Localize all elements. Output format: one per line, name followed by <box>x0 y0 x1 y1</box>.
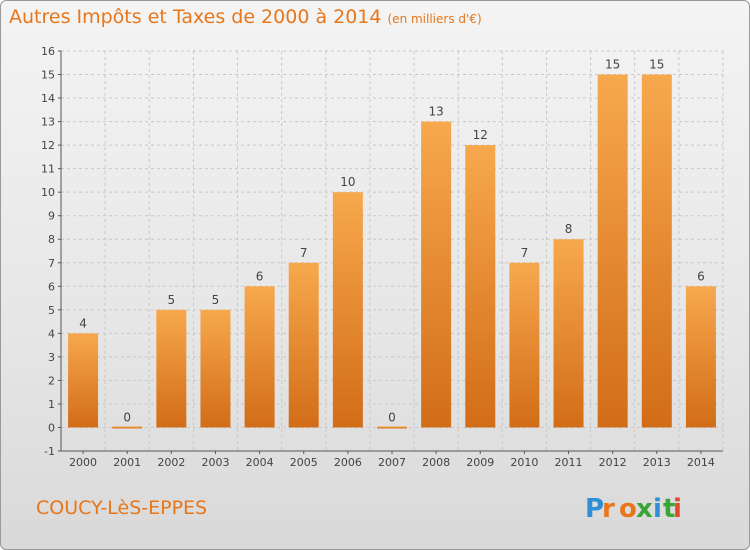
axes <box>58 50 723 454</box>
bar <box>332 192 363 428</box>
bar <box>244 286 275 428</box>
y-tick-label: 13 <box>41 116 55 129</box>
y-tick-label: 9 <box>48 210 55 223</box>
logo-letter: i <box>673 494 682 524</box>
y-tick-label: 5 <box>48 304 55 317</box>
x-tick-label: 2007 <box>378 456 406 469</box>
x-tick-label: 2003 <box>201 456 229 469</box>
bar <box>288 262 319 428</box>
data-label: 0 <box>388 410 396 424</box>
y-tick-label: 8 <box>48 233 55 246</box>
y-tick-label: 0 <box>48 421 55 434</box>
grid-lines <box>60 50 724 452</box>
y-tick-label: 16 <box>41 45 55 58</box>
logo-letter: o <box>619 494 637 524</box>
bar <box>465 145 496 428</box>
data-label: 6 <box>256 269 264 283</box>
x-tick-label: 2013 <box>643 456 671 469</box>
x-tick-label: 2006 <box>334 456 362 469</box>
bar <box>156 309 187 428</box>
logo-letter: t <box>663 494 675 524</box>
y-tick-label: 15 <box>41 69 55 82</box>
x-tick-label: 2010 <box>510 456 538 469</box>
x-tick-label: 2012 <box>599 456 627 469</box>
chart-unit: (en milliers d'€) <box>387 12 482 26</box>
x-tick-labels: 2000 2001 2002 2003 2004 2005 2006 2007 2008 2009… <box>69 456 715 469</box>
x-tick-label: 2009 <box>466 456 494 469</box>
x-tick-label: 2005 <box>290 456 318 469</box>
y-tick-label: 1 <box>48 398 55 411</box>
data-label: 15 <box>605 58 620 72</box>
y-tick-label: 7 <box>48 257 55 270</box>
commune-name: COUCY-LèS-EPPES <box>36 497 208 519</box>
bar <box>112 426 143 429</box>
data-labels: 4 0 5 5 6 7 10 0 13 12 7 8 15 15 6 <box>79 58 705 425</box>
bars <box>68 74 716 429</box>
data-label: 15 <box>649 58 664 72</box>
bar <box>377 426 407 429</box>
data-label: 6 <box>697 269 705 283</box>
bar <box>597 74 628 428</box>
data-label: 12 <box>473 128 488 142</box>
data-label: 5 <box>168 293 176 307</box>
y-tick-label: 10 <box>41 186 55 199</box>
data-label: 4 <box>79 316 87 330</box>
y-tick-label: 11 <box>41 163 55 176</box>
data-label: 0 <box>123 410 131 424</box>
bar <box>553 239 584 428</box>
y-tick-label: 6 <box>48 280 55 293</box>
x-tick-label: 2002 <box>157 456 185 469</box>
data-label: 13 <box>428 105 443 119</box>
x-tick-label: 2008 <box>422 456 450 469</box>
bar <box>200 309 231 428</box>
logo-letter: i <box>653 494 662 524</box>
data-label: 10 <box>340 175 355 189</box>
data-label: 7 <box>300 246 308 260</box>
x-tick-label: 2004 <box>246 456 274 469</box>
data-label: 5 <box>212 293 220 307</box>
bar <box>641 74 672 428</box>
y-tick-label: 14 <box>41 92 55 105</box>
y-tick-label: 3 <box>48 351 55 364</box>
bar <box>509 262 540 428</box>
bar <box>68 333 99 428</box>
proxiti-logo: Pr o x i ti <box>585 494 682 524</box>
y-tick-label: 2 <box>48 374 55 387</box>
logo-letter: r <box>602 494 615 524</box>
logo-letter: x <box>636 494 653 524</box>
x-tick-label: 2001 <box>113 456 141 469</box>
y-tick-label: 12 <box>41 139 55 152</box>
chart-title: Autres Impôts et Taxes de 2000 à 2014 (en… <box>9 6 482 28</box>
x-tick-label: 2014 <box>687 456 715 469</box>
data-label: 8 <box>565 222 573 236</box>
logo-letter: P <box>585 494 604 524</box>
data-label: 7 <box>521 246 529 260</box>
bar <box>685 286 716 428</box>
x-tick-label: 2000 <box>69 456 97 469</box>
y-tick-label: 4 <box>48 327 55 340</box>
chart-title-text: Autres Impôts et Taxes de 2000 à 2014 <box>9 6 382 28</box>
y-tick-label: -1 <box>44 445 55 458</box>
bar <box>421 121 452 428</box>
x-tick-label: 2011 <box>555 456 583 469</box>
